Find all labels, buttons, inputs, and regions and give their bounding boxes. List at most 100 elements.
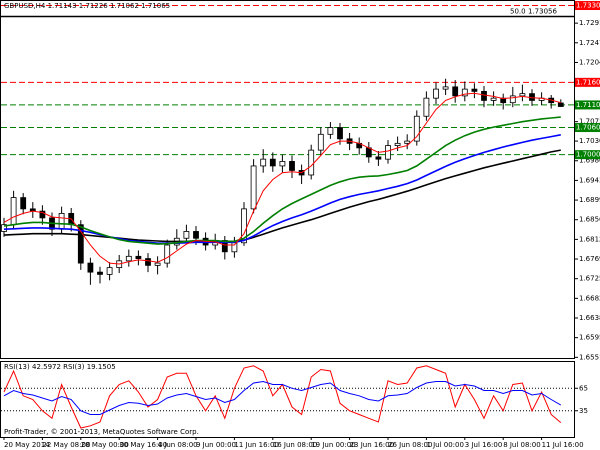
level-box <box>575 123 600 133</box>
candle-body <box>269 158 276 167</box>
x-tick-label: 3 Jul 16:00 <box>465 441 503 449</box>
candle-body <box>231 242 238 253</box>
candle-body <box>385 145 391 160</box>
candle-body <box>337 127 343 140</box>
candle-body <box>154 262 161 266</box>
x-tick-label: 28 May 00:00 <box>81 441 129 449</box>
y-tick-label: 65 <box>579 384 588 392</box>
last-open: 1.71143 <box>48 2 77 10</box>
candle-body <box>183 231 190 239</box>
rsi-panel <box>0 361 575 438</box>
symbol-header: GBPUSD,H4 1.71143 1.71226 1.71062 1.7106… <box>4 2 170 10</box>
candle-body <box>193 231 199 239</box>
y-tick-label: 1.72040 <box>579 58 600 66</box>
candle-body <box>509 95 516 104</box>
y-tick-label: 1.70730 <box>579 118 600 126</box>
y-tick-label: 1.69430 <box>579 176 600 184</box>
x-tick-label: 4 Jun 08:00 <box>158 441 198 449</box>
x-tick-label: 23 Jun 16:00 <box>350 441 394 449</box>
y-tick-label: 1.72475 <box>579 39 600 47</box>
rsi-value: 42.5972 <box>32 363 61 371</box>
rsi-header: RSI(13) 42.5972 RSI(3) 19.1505 <box>4 363 116 371</box>
candle-body <box>433 88 439 99</box>
candle-body <box>327 127 334 135</box>
level-label: 1.70000 <box>576 151 600 159</box>
candle-body <box>461 88 468 97</box>
candle-body <box>221 240 228 253</box>
rsi-value: 19.1505 <box>87 363 116 371</box>
candle-body <box>97 271 103 275</box>
fib-label: 50.0 <box>510 8 526 16</box>
x-tick-label: 11 Jul 16:00 <box>542 441 584 449</box>
moving-average <box>3 92 561 265</box>
x-tick-label: 11 Jun 16:00 <box>234 441 278 449</box>
candle-body <box>106 267 113 275</box>
candle-body <box>308 149 315 176</box>
candle-body <box>289 161 295 171</box>
candle-body <box>164 244 171 264</box>
y-tick-label: 1.69865 <box>579 157 600 165</box>
candle-body <box>260 158 267 167</box>
y-tick-label: 1.66820 <box>579 294 600 302</box>
x-tick-label: 22 May 08:00 <box>42 441 90 449</box>
x-tick-label: 19 Jun 00:00 <box>311 441 355 449</box>
x-tick-label: 8 Jul 08:00 <box>503 441 541 449</box>
y-tick-label: 1.68125 <box>579 235 600 243</box>
candle-body <box>10 197 17 226</box>
y-tick-label: 1.66385 <box>579 314 600 322</box>
moving-average <box>3 134 561 244</box>
level-box <box>575 150 600 160</box>
level-box <box>575 1 600 11</box>
last-high: 1.71226 <box>79 2 108 10</box>
candle-body <box>404 140 411 144</box>
y-tick-label: 1.67255 <box>579 275 600 283</box>
candle-body <box>317 133 324 151</box>
x-tick-label: 30 May 16:00 <box>119 441 167 449</box>
rsi-name: RSI(3) <box>63 363 85 371</box>
candle-body <box>375 156 382 160</box>
candle-body <box>77 224 84 264</box>
candle-body <box>413 115 420 142</box>
candle-body <box>557 102 564 107</box>
last-close: 1.71065 <box>141 2 170 10</box>
candle-body <box>39 210 46 219</box>
y-tick-label: 35 <box>579 407 588 415</box>
level-label: 1.70600 <box>576 124 600 132</box>
y-tick-label: 1.65515 <box>579 353 600 361</box>
candle-body <box>490 97 497 101</box>
copyright: Profit-Trader, © 2001-2013, MetaQuotes S… <box>4 428 199 436</box>
candle-body <box>241 208 247 244</box>
candle-body <box>471 88 478 92</box>
candle-body <box>87 262 94 273</box>
x-tick-label: 9 Jun 00:00 <box>196 441 236 449</box>
moving-average <box>3 116 561 245</box>
candle-body <box>135 255 142 259</box>
candle-body <box>250 165 257 210</box>
y-tick-label: 1.70300 <box>579 137 600 145</box>
last-low: 1.71062 <box>110 2 139 10</box>
candle-body <box>125 255 132 262</box>
candle-body <box>145 258 151 266</box>
candle-body <box>519 93 526 97</box>
candle-body <box>452 86 459 97</box>
y-tick-label: 1.65950 <box>579 334 600 342</box>
candle-body <box>58 212 65 230</box>
fib-value: 1.73056 <box>528 8 557 16</box>
x-tick-label: 20 May 2014 <box>4 441 50 449</box>
y-tick-label: 1.68995 <box>579 196 600 204</box>
y-tick-label: 1.67690 <box>579 255 600 263</box>
level-label: 1.71600 <box>576 78 600 86</box>
candle-body <box>20 197 27 210</box>
level-label: 1.71100 <box>576 101 600 109</box>
x-tick-label: 1 Jul 00:00 <box>426 441 464 449</box>
y-tick-label: 1.72910 <box>579 19 600 27</box>
level-label: 1.73300 <box>576 2 600 10</box>
rsi-line <box>3 380 562 415</box>
x-tick-label: 16 Jun 08:00 <box>273 441 317 449</box>
x-tick-label: 26 Jun 08:00 <box>388 441 432 449</box>
rsi-name: RSI(13) <box>4 363 30 371</box>
symbol: GBPUSD,H4 <box>4 2 46 10</box>
candle-body <box>394 142 401 147</box>
